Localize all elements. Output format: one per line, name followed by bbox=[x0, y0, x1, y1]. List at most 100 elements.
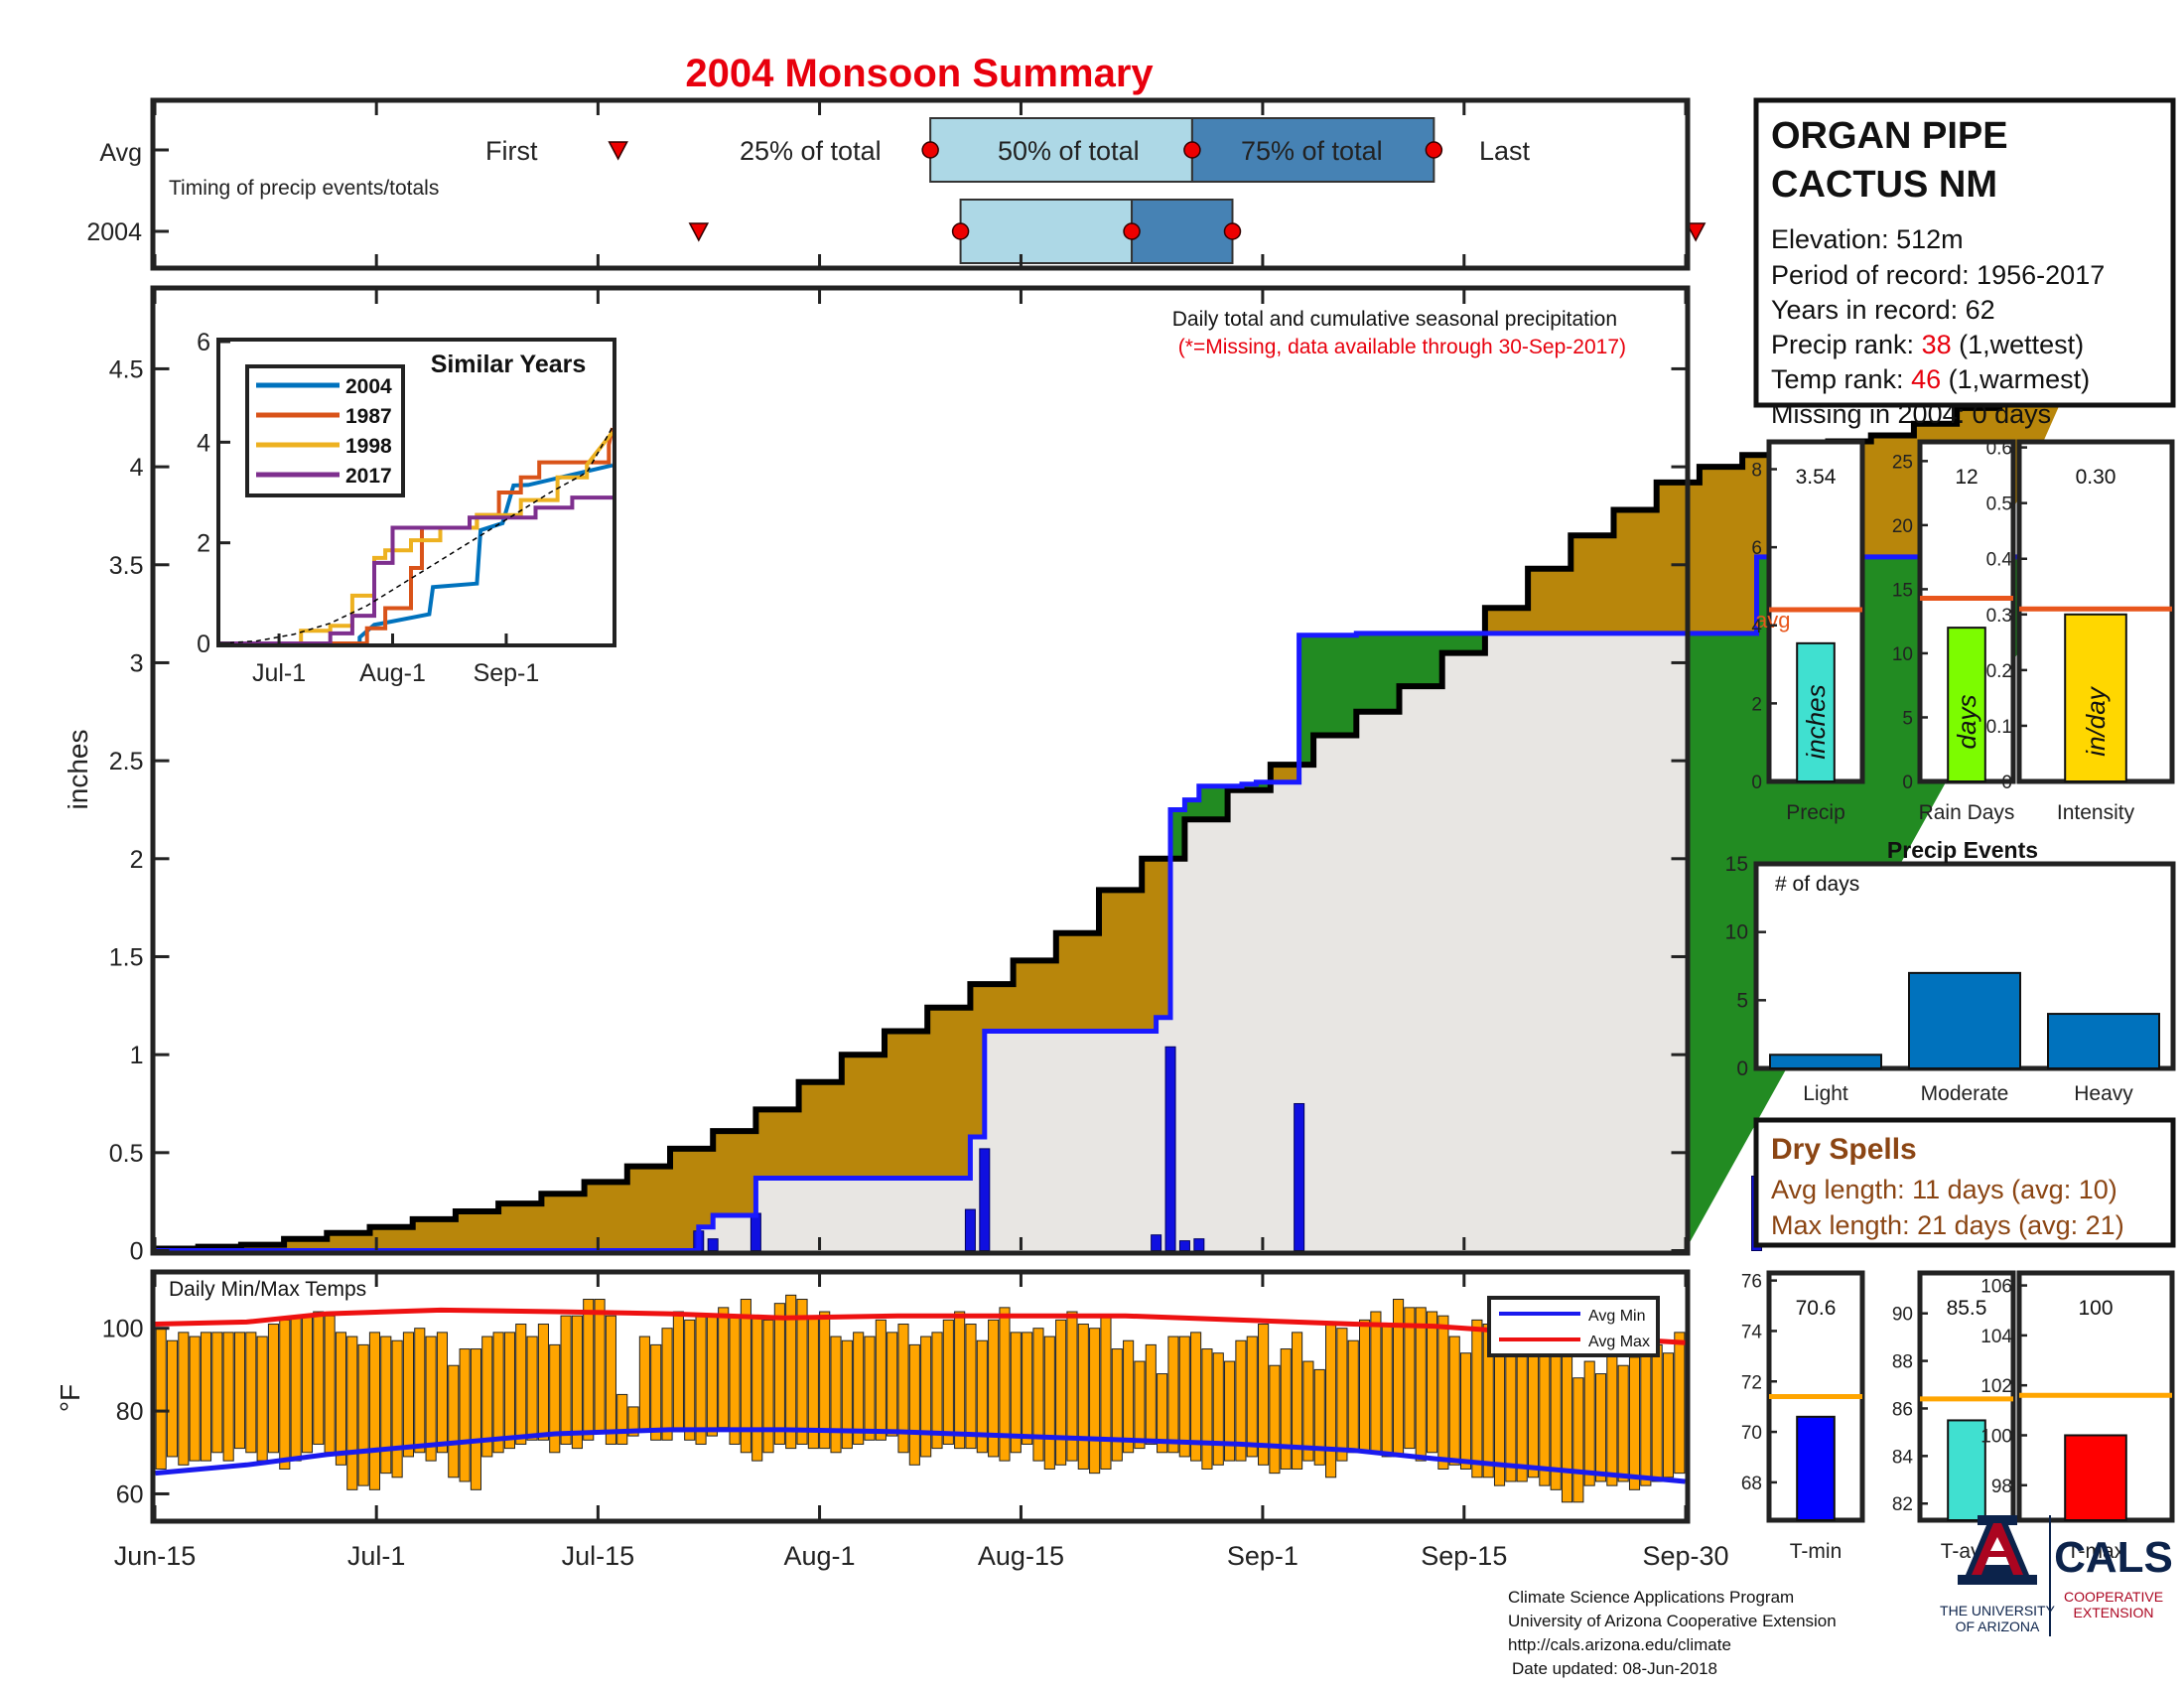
temperature-bar bbox=[1448, 1336, 1460, 1466]
missing-note: (*=Missing, data available through 30-Se… bbox=[1178, 336, 1626, 358]
temperature-bar bbox=[729, 1315, 741, 1445]
university-of-arizona-logo: THE UNIVERSITY OF ARIZONA bbox=[1940, 1515, 2056, 1634]
precip-summary-ytick-label: 8 bbox=[1751, 461, 1762, 482]
footer-line2: University of Arizona Cooperative Extens… bbox=[1508, 1612, 1837, 1630]
rain-days-summary-ytick-label: 20 bbox=[1892, 516, 1913, 537]
precip-ytick-label: 3.5 bbox=[109, 552, 144, 580]
intensity-summary-ytick-label: 0.4 bbox=[1986, 550, 2013, 571]
temperature-bar bbox=[414, 1328, 426, 1454]
temperature-bar bbox=[1561, 1348, 1573, 1503]
temperature-bar bbox=[436, 1332, 449, 1454]
avg-50-75-box bbox=[1190, 117, 1435, 183]
precip-summary-ytick-label: 0 bbox=[1751, 773, 1762, 793]
precip-rank-note: (1,wettest) bbox=[1952, 330, 2085, 359]
temperature-ytick-label: 100 bbox=[102, 1316, 144, 1343]
precip-ytick-label: 3 bbox=[130, 649, 144, 677]
temperature-bar bbox=[1134, 1360, 1146, 1450]
temperature-bar bbox=[470, 1348, 481, 1490]
temperature-bar bbox=[1167, 1336, 1179, 1454]
inset-ytick-label: 4 bbox=[197, 429, 210, 457]
tavg-summary-ytick-label: 84 bbox=[1892, 1447, 1914, 1468]
avg-25-50-box bbox=[929, 117, 1193, 183]
temperature-bar bbox=[526, 1336, 538, 1441]
station-period: Period of record: 1956-2017 bbox=[1771, 260, 2105, 290]
temperature-bar bbox=[695, 1315, 707, 1445]
temperature-bar bbox=[999, 1307, 1011, 1462]
precip-events-bar bbox=[2047, 1013, 2160, 1069]
temperature-bar bbox=[1224, 1360, 1236, 1462]
cals-wordmark: CALS bbox=[2054, 1533, 2173, 1582]
temperature-bar bbox=[391, 1339, 403, 1478]
temperature-bar bbox=[931, 1332, 943, 1450]
temperature-bar bbox=[313, 1311, 325, 1445]
temperature-bar bbox=[897, 1324, 909, 1454]
precip-summary-unit: inches bbox=[1801, 684, 1831, 759]
timing-row-year: 2004 bbox=[86, 218, 142, 246]
precip-ytick-label: 0 bbox=[130, 1238, 144, 1266]
tmax-summary-label: T-max bbox=[2067, 1540, 2125, 1563]
logos: THE UNIVERSITY OF ARIZONA CALS COOPERATI… bbox=[1940, 1515, 2173, 1636]
timing-row-avg: Avg bbox=[99, 139, 142, 167]
temperature-bar bbox=[616, 1393, 628, 1445]
temperature-bar bbox=[178, 1332, 190, 1466]
temperature-bar bbox=[920, 1336, 932, 1458]
rain-days-summary-value: 12 bbox=[1955, 466, 1978, 489]
tavg-summary-ytick-label: 88 bbox=[1892, 1352, 1913, 1373]
intensity-summary-ytick-label: 0 bbox=[2001, 773, 2012, 793]
common-area bbox=[155, 633, 1686, 1251]
label-50pct: 50% of total bbox=[998, 136, 1140, 166]
temperature-bar bbox=[864, 1336, 876, 1441]
tmin-summary-ytick-label: 74 bbox=[1741, 1322, 1763, 1342]
legend-avg-max: Avg Max bbox=[1588, 1334, 1650, 1350]
temperature-bar bbox=[976, 1339, 988, 1454]
temperature-bar bbox=[222, 1332, 234, 1462]
temperature-bar bbox=[1606, 1343, 1618, 1486]
temperature-bar bbox=[571, 1315, 583, 1450]
temperature-bar bbox=[661, 1328, 673, 1441]
temperature-bar bbox=[481, 1336, 493, 1458]
temperature-bar bbox=[1302, 1360, 1314, 1462]
precip-events-panel: Light Moderate Heavy 0 5 10 15 Precip Events #… bbox=[1725, 837, 2176, 1105]
daily-precip-bar bbox=[1178, 1240, 1190, 1252]
tmin-summary-value: 70.6 bbox=[1796, 1297, 1837, 1320]
temperature-bar bbox=[1022, 1332, 1033, 1445]
precip-events-bar bbox=[1769, 1054, 1882, 1070]
precip-events-ytick-label: 5 bbox=[1736, 989, 1748, 1012]
cals-line1: COOPERATIVE bbox=[2064, 1589, 2163, 1605]
temperature-bar bbox=[751, 1315, 763, 1462]
temperature-bar bbox=[627, 1406, 639, 1437]
precip-ytick-label: 4.5 bbox=[109, 355, 144, 383]
temperature-bar bbox=[368, 1332, 381, 1490]
temperature-bar bbox=[1359, 1319, 1371, 1454]
precip-frame bbox=[150, 285, 1691, 1256]
temperature-ytick-label: 80 bbox=[116, 1398, 144, 1426]
temperature-bar bbox=[1043, 1336, 1055, 1470]
date-tick-label: Sep-1 bbox=[1227, 1541, 1298, 1571]
temperature-bar bbox=[1572, 1377, 1584, 1503]
tavg-summary-ytick-label: 86 bbox=[1892, 1399, 1913, 1420]
figure-title: 2004 Monsoon Summary bbox=[685, 52, 1154, 95]
tmax-summary-ytick-label: 100 bbox=[1980, 1426, 2012, 1447]
cumulative-2004-line bbox=[155, 554, 2072, 1253]
temperature-plot: 60 80 100 bbox=[102, 1294, 1686, 1508]
temperature-bar bbox=[650, 1343, 662, 1441]
label-25pct: 25% of total bbox=[740, 136, 882, 166]
footer-line3: http://cals.arizona.edu/climate bbox=[1508, 1635, 1731, 1654]
temperature-bar bbox=[1157, 1373, 1168, 1454]
tmin-summary-label: T-min bbox=[1790, 1540, 1843, 1563]
tavg-summary-ytick-label: 90 bbox=[1892, 1305, 1913, 1326]
daily-precip-bar bbox=[750, 1212, 761, 1251]
temperature-ylabel: °F bbox=[55, 1384, 85, 1412]
temperature-bar bbox=[1190, 1332, 1202, 1462]
daily-precip-bar bbox=[1164, 1046, 1176, 1251]
intensity-summary-ytick-label: 0.3 bbox=[1986, 606, 2012, 627]
date-tick-label: Sep-30 bbox=[1642, 1541, 1728, 1571]
tmax-summary-ytick-label: 98 bbox=[1991, 1477, 2012, 1497]
tmax-summary-value: 100 bbox=[2078, 1297, 2113, 1320]
daily-precip-bar bbox=[1294, 1102, 1305, 1251]
temperature-bar bbox=[1662, 1352, 1675, 1478]
tmin-summary-bar bbox=[1796, 1415, 1836, 1522]
inset-xtick-label: Jul-1 bbox=[252, 659, 306, 687]
year-50-75-box bbox=[1131, 199, 1234, 264]
